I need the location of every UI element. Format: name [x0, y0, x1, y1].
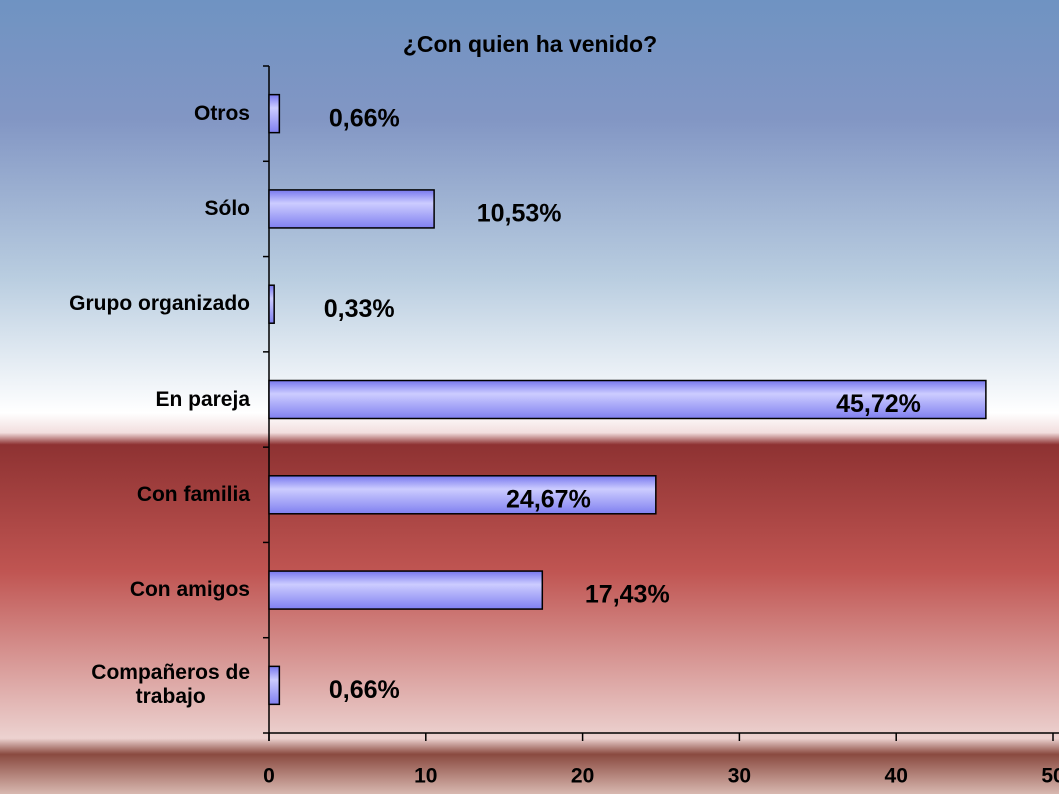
y-tick-label-text: Con familia: [136, 482, 250, 506]
value-label: 10,53%: [477, 200, 562, 228]
y-tick-label: Con amigos: [0, 578, 250, 602]
y-tick-label-text: Otros: [193, 101, 250, 125]
value-label: 17,43%: [585, 581, 670, 609]
bar: [268, 189, 435, 229]
value-label: 0,66%: [329, 104, 400, 132]
y-tick-label-text: Compañeros de trabajo: [91, 661, 250, 709]
value-label: 0,66%: [329, 676, 400, 704]
value-label: 45,72%: [836, 390, 921, 418]
y-tick-label: Grupo organizado: [0, 292, 250, 316]
x-tick-label: 30: [728, 765, 751, 788]
y-tick-label-text: En pareja: [155, 387, 250, 411]
bar: [268, 475, 657, 515]
y-tick-label: En pareja: [0, 388, 250, 412]
y-tick-label: Sólo: [0, 196, 251, 221]
y-tick-label-text: Grupo organizado: [69, 292, 250, 316]
x-tick-label: 40: [885, 765, 908, 788]
y-tick-label: Otros: [0, 102, 250, 126]
x-tick-label: 50: [1041, 765, 1059, 788]
bar: [268, 284, 275, 324]
y-tick-label-text: Con amigos: [129, 578, 250, 602]
x-tick-label: 0: [263, 765, 275, 788]
x-tick-label: 20: [571, 765, 594, 788]
y-tick-label: Compañeros de trabajo: [0, 661, 250, 709]
value-label: 24,67%: [506, 485, 591, 513]
y-tick-label-text: Sólo: [204, 196, 251, 220]
chart-title: ¿Con quien ha venido?: [403, 31, 657, 57]
x-tick-label: 10: [414, 765, 437, 788]
bar: [268, 379, 987, 420]
value-label: 0,33%: [324, 295, 395, 323]
bar: [268, 570, 544, 610]
y-tick-label: Con familia: [0, 483, 250, 507]
bar: [268, 93, 281, 134]
bar: [268, 665, 281, 706]
